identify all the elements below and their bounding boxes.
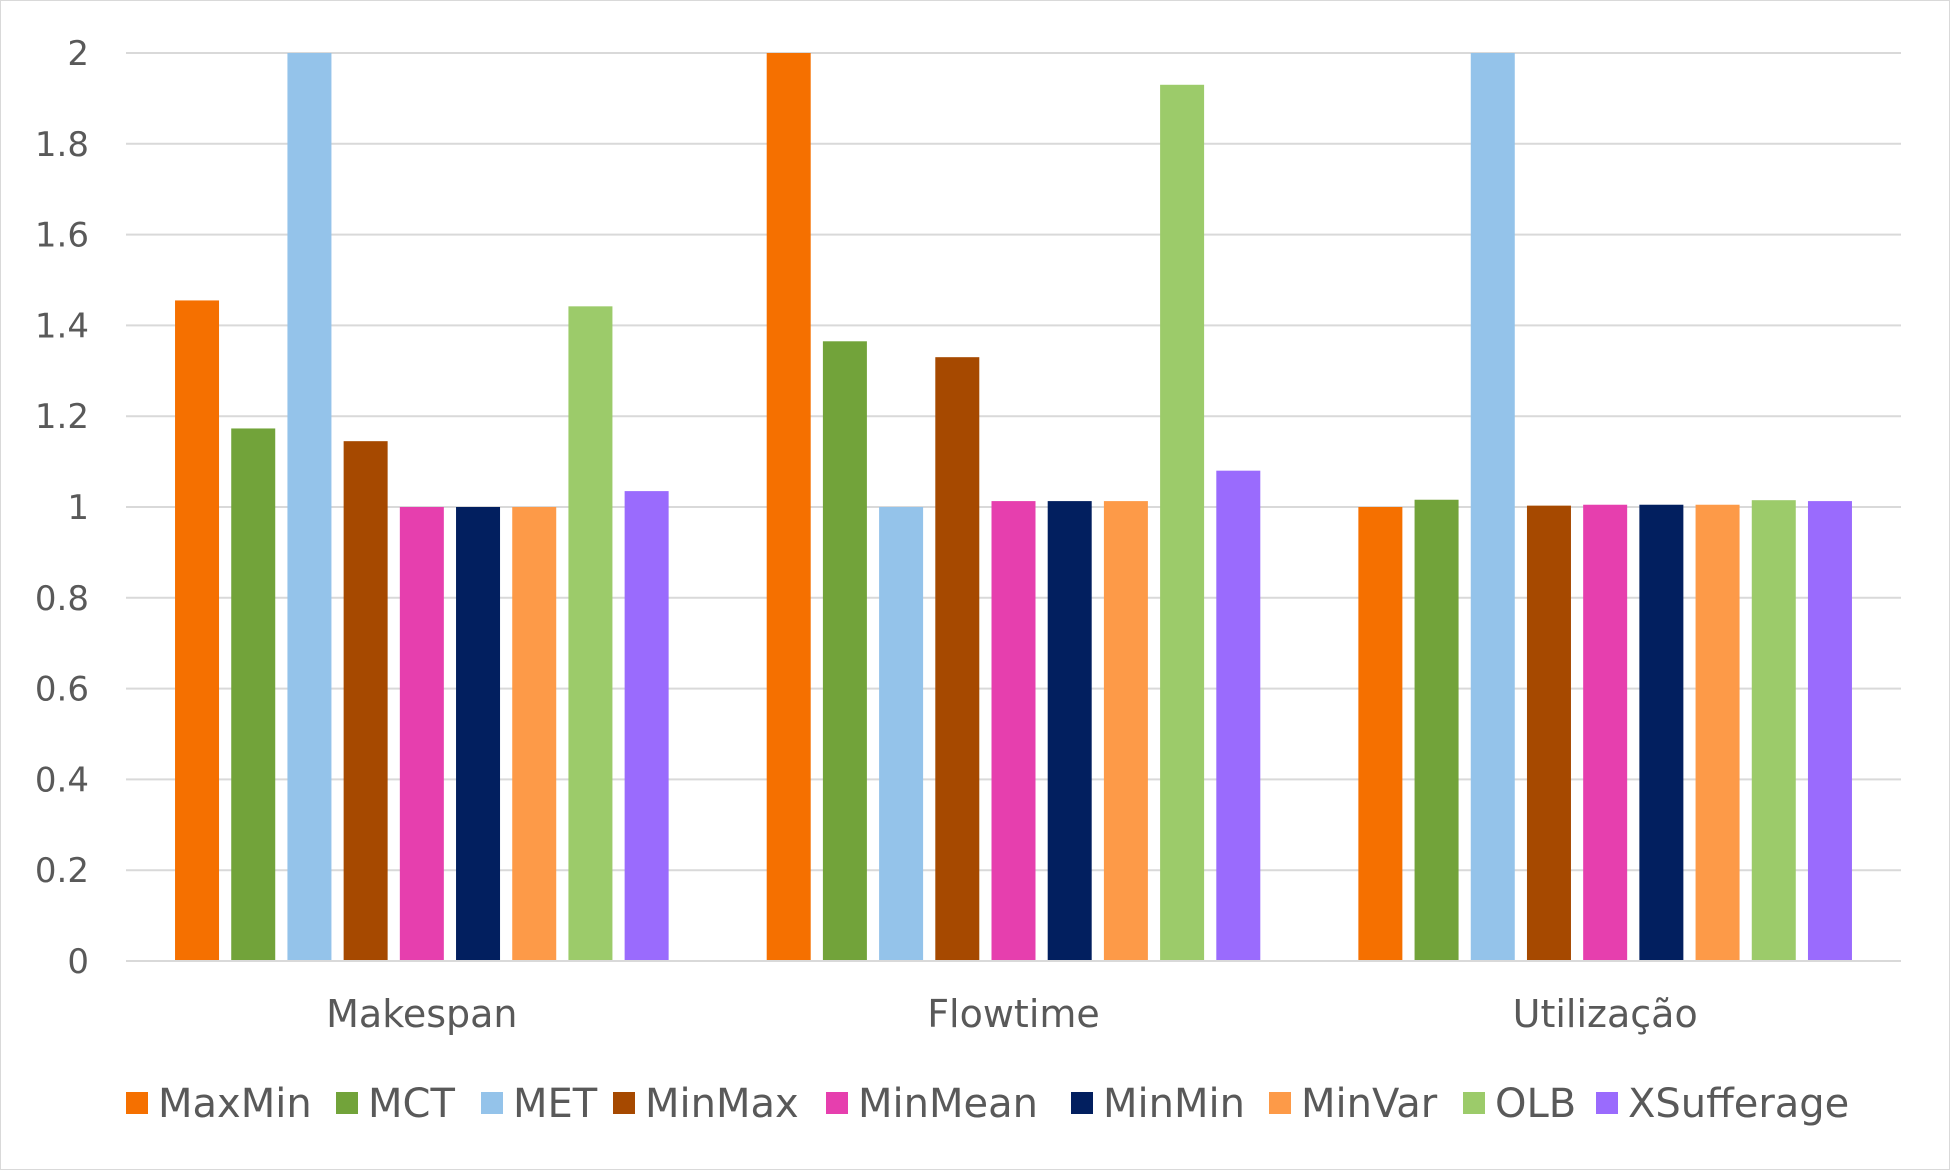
bar-mct-2 (1414, 499, 1459, 961)
bar-minmax-2 (1526, 505, 1571, 961)
bar-olb-1 (1160, 84, 1205, 961)
bar-olb-2 (1751, 500, 1796, 961)
y-tick-label: 1.4 (35, 306, 89, 346)
y-axis-ticks: 0 0.2 0.4 0.6 0.8 1 1.2 1.4 1.6 1.8 2 (35, 34, 89, 982)
legend-label: MaxMin (158, 1081, 312, 1127)
legend-label: MinMean (858, 1081, 1038, 1127)
y-tick-label: 1 (67, 488, 89, 528)
legend-swatch (613, 1092, 635, 1114)
y-tick-label: 0.6 (35, 670, 89, 710)
bar-minmean-2 (1583, 504, 1628, 961)
bar-minmean-0 (399, 507, 444, 961)
legend-label: XSufferage (1628, 1081, 1849, 1127)
legend-swatch (126, 1092, 148, 1114)
bar-minvar-2 (1695, 504, 1740, 961)
legend-swatch (481, 1092, 503, 1114)
bar-minmax-0 (343, 441, 388, 961)
y-tick-label: 0.2 (35, 851, 89, 891)
legend-swatch (826, 1092, 848, 1114)
bar-maxmin-0 (175, 300, 220, 961)
bar-maxmin-1 (766, 53, 811, 961)
legend-label: MCT (368, 1081, 455, 1127)
legend-swatch (1269, 1092, 1291, 1114)
bar-mct-1 (822, 341, 867, 961)
legend-swatch (1596, 1092, 1618, 1114)
bar-minmean-1 (991, 501, 1036, 961)
y-tick-label: 1.6 (35, 216, 89, 256)
bar-met-0 (287, 53, 332, 961)
bar-xsufferage-0 (624, 491, 669, 961)
bar-met-2 (1470, 53, 1515, 961)
bar-minvar-1 (1103, 501, 1148, 961)
y-tick-label: 0.4 (35, 760, 89, 800)
y-tick-label: 1.8 (35, 125, 89, 165)
bar-xsufferage-1 (1216, 470, 1261, 961)
x-category-label: Utilização (1513, 992, 1698, 1036)
bar-minvar-0 (512, 507, 557, 961)
legend-label: MinMin (1103, 1081, 1245, 1127)
bar-minmin-2 (1639, 504, 1684, 961)
legend-label: OLB (1495, 1081, 1576, 1127)
x-category-label: Makespan (326, 992, 517, 1036)
bar-minmin-0 (456, 507, 501, 961)
legend-label: MinMax (645, 1081, 799, 1127)
y-tick-label: 1.2 (35, 397, 89, 437)
legend-label: MinVar (1301, 1081, 1438, 1127)
legend: MaxMin MCT MET MinMax MinMean MinMin MinVar OLB… (126, 1081, 1849, 1127)
bar-minmax-1 (935, 357, 980, 961)
bar-olb-0 (568, 306, 613, 961)
x-axis-categories: Makespan Flowtime Utilização (326, 992, 1698, 1036)
x-category-label: Flowtime (927, 992, 1100, 1036)
legend-swatch (336, 1092, 358, 1114)
legend-swatch (1463, 1092, 1485, 1114)
bar-mct-0 (231, 428, 276, 961)
legend-swatch (1071, 1092, 1093, 1114)
bars (175, 53, 1852, 961)
y-tick-label: 0.8 (35, 579, 89, 619)
bar-maxmin-2 (1358, 507, 1403, 961)
bar-met-1 (879, 507, 924, 961)
y-tick-label: 2 (67, 34, 89, 74)
bar-xsufferage-2 (1807, 501, 1852, 961)
legend-label: MET (513, 1081, 598, 1127)
y-tick-label: 0 (67, 942, 89, 982)
bar-minmin-1 (1047, 501, 1092, 961)
